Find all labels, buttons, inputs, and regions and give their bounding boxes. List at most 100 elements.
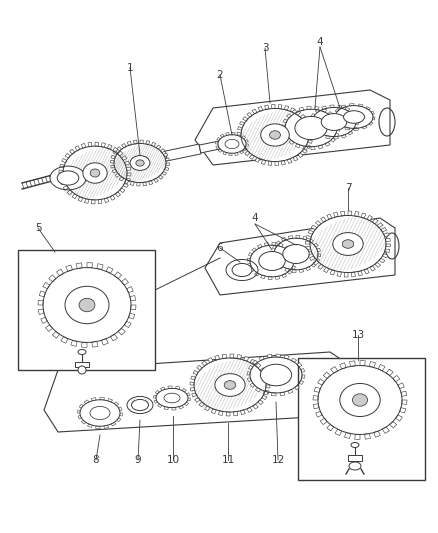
Polygon shape	[235, 152, 238, 156]
Polygon shape	[274, 261, 278, 265]
Polygon shape	[111, 422, 116, 426]
Polygon shape	[130, 296, 136, 301]
Polygon shape	[106, 267, 113, 273]
Polygon shape	[316, 259, 320, 262]
Ellipse shape	[90, 406, 110, 419]
Polygon shape	[272, 243, 276, 245]
Polygon shape	[265, 105, 269, 109]
Text: 4: 4	[317, 37, 323, 47]
Ellipse shape	[57, 171, 79, 185]
Polygon shape	[263, 391, 268, 395]
Polygon shape	[293, 255, 297, 259]
Polygon shape	[345, 127, 350, 130]
Polygon shape	[345, 107, 350, 111]
Ellipse shape	[349, 462, 361, 470]
Text: 13: 13	[351, 330, 364, 340]
Polygon shape	[344, 432, 351, 439]
Polygon shape	[369, 361, 375, 367]
Polygon shape	[295, 144, 300, 148]
Ellipse shape	[241, 109, 309, 161]
Polygon shape	[46, 325, 53, 332]
Polygon shape	[265, 390, 269, 394]
Polygon shape	[299, 381, 304, 384]
Polygon shape	[163, 153, 168, 157]
Polygon shape	[124, 321, 131, 328]
Polygon shape	[65, 154, 70, 158]
Polygon shape	[79, 404, 83, 408]
Polygon shape	[191, 376, 195, 379]
Polygon shape	[318, 379, 325, 385]
Polygon shape	[140, 140, 143, 143]
Polygon shape	[75, 362, 89, 367]
Polygon shape	[78, 416, 81, 419]
Polygon shape	[43, 282, 50, 289]
Polygon shape	[285, 268, 289, 272]
Text: 3: 3	[261, 43, 268, 53]
Ellipse shape	[78, 350, 86, 354]
Polygon shape	[104, 198, 109, 203]
Polygon shape	[88, 142, 92, 147]
Polygon shape	[305, 241, 310, 244]
Polygon shape	[335, 429, 342, 435]
Ellipse shape	[63, 146, 127, 200]
Polygon shape	[217, 138, 220, 141]
Ellipse shape	[250, 245, 294, 277]
Polygon shape	[386, 369, 393, 376]
Polygon shape	[348, 131, 353, 135]
Polygon shape	[240, 410, 245, 415]
Polygon shape	[156, 145, 161, 149]
Polygon shape	[320, 418, 327, 425]
Polygon shape	[160, 387, 165, 391]
Polygon shape	[333, 116, 337, 120]
Polygon shape	[272, 104, 275, 109]
Polygon shape	[306, 236, 311, 239]
Polygon shape	[237, 138, 242, 141]
Polygon shape	[38, 309, 44, 314]
Text: 12: 12	[272, 455, 285, 465]
Polygon shape	[245, 140, 248, 142]
Ellipse shape	[250, 357, 302, 393]
Polygon shape	[202, 361, 207, 366]
Ellipse shape	[194, 358, 266, 412]
Polygon shape	[272, 246, 276, 249]
Polygon shape	[325, 135, 330, 139]
Polygon shape	[81, 421, 86, 424]
Polygon shape	[249, 155, 254, 159]
Polygon shape	[355, 434, 360, 439]
Polygon shape	[92, 398, 96, 401]
Polygon shape	[244, 357, 249, 361]
Polygon shape	[308, 230, 314, 234]
Polygon shape	[309, 239, 314, 243]
Polygon shape	[330, 105, 334, 108]
Polygon shape	[341, 211, 345, 216]
Polygon shape	[382, 254, 388, 258]
Polygon shape	[205, 406, 210, 411]
Polygon shape	[276, 276, 280, 279]
Polygon shape	[143, 182, 147, 186]
Ellipse shape	[80, 400, 120, 426]
Polygon shape	[246, 144, 248, 146]
Polygon shape	[382, 427, 389, 433]
Polygon shape	[78, 197, 83, 201]
Polygon shape	[294, 261, 297, 264]
Polygon shape	[113, 151, 118, 155]
Polygon shape	[314, 387, 320, 392]
Polygon shape	[310, 125, 313, 128]
Ellipse shape	[261, 124, 289, 146]
Polygon shape	[268, 277, 272, 280]
Polygon shape	[252, 248, 256, 252]
Polygon shape	[356, 122, 358, 125]
Polygon shape	[311, 114, 315, 117]
Polygon shape	[159, 175, 163, 179]
Polygon shape	[39, 291, 46, 297]
Polygon shape	[248, 366, 253, 369]
Polygon shape	[127, 167, 131, 171]
Polygon shape	[399, 408, 406, 413]
Polygon shape	[63, 185, 68, 190]
Text: 2: 2	[217, 70, 223, 80]
Polygon shape	[41, 317, 47, 324]
Polygon shape	[130, 181, 134, 185]
Polygon shape	[262, 395, 267, 400]
Polygon shape	[296, 111, 300, 116]
Polygon shape	[300, 115, 305, 119]
